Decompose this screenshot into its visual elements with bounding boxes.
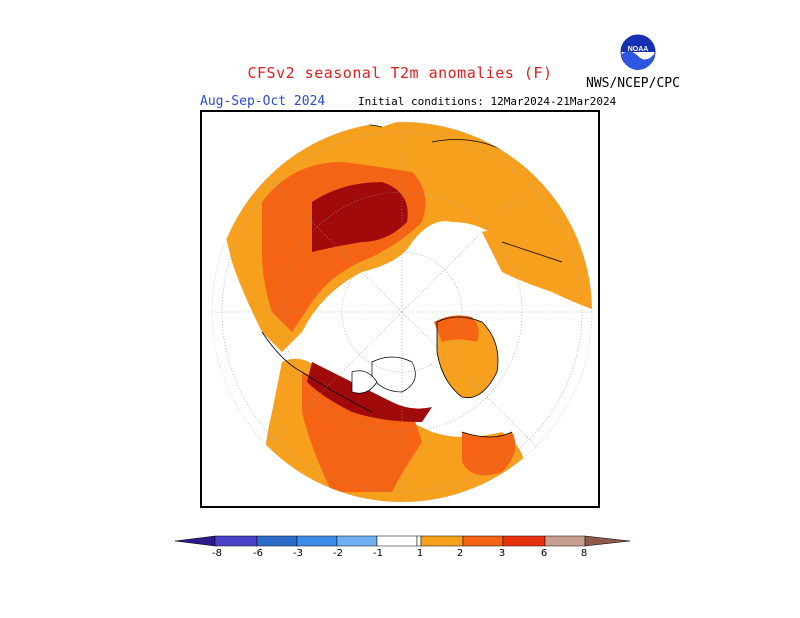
colorbar-swatch-pos2 [462, 535, 504, 547]
map-frame [200, 110, 600, 508]
anomaly-region-europe [482, 228, 592, 312]
colorbar-tick-label: 8 [580, 548, 588, 559]
chart-title: CFSv2 seasonal T2m anomalies (F) [247, 64, 553, 82]
colorbar-swatch-pos6 [544, 535, 586, 547]
season-label: Aug-Sep-Oct 2024 [200, 94, 326, 109]
colorbar-swatch-neg8 [214, 535, 258, 547]
colorbar-swatch-neg6 [256, 535, 298, 547]
hemisphere-outline [211, 121, 593, 503]
colorbar-tick-label: 3 [498, 548, 506, 559]
colorbar-swatch-pos1 [420, 535, 464, 547]
colorbar-swatch-neg2 [336, 535, 378, 547]
arctic-islands [371, 356, 416, 393]
anomaly-region-canada-core [307, 362, 432, 422]
colorbar-tick-label: 6 [540, 548, 548, 559]
colorbar-tick-label: -6 [253, 548, 263, 559]
colorbar-swatch-neg3 [296, 535, 338, 547]
anomaly-region-greenland-strong [434, 315, 479, 342]
colorbar-swatch-neutral [416, 535, 422, 547]
anomaly-region-north-america-strong [302, 372, 422, 492]
colorbar-tick-label: -2 [333, 548, 343, 559]
colorbar-tick-label: -8 [212, 548, 222, 559]
noaa-logo-text: NOAA [628, 46, 649, 53]
colorbar-tick-label: 2 [456, 548, 464, 559]
anomaly-region-eurasia-core [312, 182, 408, 252]
agency-label: NWS/NCEP/CPC [586, 76, 680, 91]
colorbar-tick-label: -1 [373, 548, 383, 559]
colorbar-tick-label: -3 [293, 548, 303, 559]
graticule [212, 122, 592, 502]
colorbar-arrow-cold [174, 535, 216, 547]
initial-conditions-label: Initial conditions: 12Mar2024-21Mar2024 [358, 95, 617, 108]
colorbar-swatch-neg1 [376, 535, 418, 547]
anomaly-region-hudson [462, 432, 516, 476]
colorbar [174, 535, 631, 575]
arctic-islands-2 [351, 370, 378, 394]
noaa-logo: NOAA [620, 34, 656, 70]
colorbar-tick-label: 1 [416, 548, 424, 559]
colorbar-swatch-pos3 [502, 535, 546, 547]
colorbar-arrow-warm [584, 535, 631, 547]
